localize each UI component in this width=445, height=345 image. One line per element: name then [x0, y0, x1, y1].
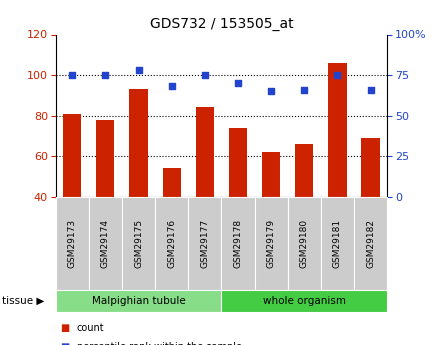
Point: [267, 88, 275, 94]
Text: percentile rank within the sample: percentile rank within the sample: [77, 342, 242, 345]
Point: [201, 72, 208, 78]
Text: tissue ▶: tissue ▶: [2, 296, 44, 306]
Text: Malpighian tubule: Malpighian tubule: [92, 296, 186, 306]
Point: [135, 67, 142, 73]
Text: GSM29176: GSM29176: [167, 219, 176, 268]
Point: [235, 80, 242, 86]
Point: [334, 72, 341, 78]
Bar: [262, 152, 280, 197]
Point: [102, 72, 109, 78]
Text: count: count: [77, 323, 105, 333]
Text: ■: ■: [60, 342, 69, 345]
Text: GSM29179: GSM29179: [267, 219, 275, 268]
Title: GDS732 / 153505_at: GDS732 / 153505_at: [150, 17, 293, 31]
Bar: [361, 138, 380, 197]
Text: GSM29180: GSM29180: [300, 219, 309, 268]
Bar: [328, 63, 347, 197]
Bar: [229, 128, 247, 197]
Bar: [162, 168, 181, 197]
Bar: [96, 120, 114, 197]
Text: GSM29173: GSM29173: [68, 219, 77, 268]
Bar: [63, 114, 81, 197]
Text: GSM29174: GSM29174: [101, 219, 110, 268]
Bar: [196, 108, 214, 197]
Text: GSM29175: GSM29175: [134, 219, 143, 268]
Point: [367, 87, 374, 92]
Text: whole organism: whole organism: [263, 296, 346, 306]
Text: GSM29182: GSM29182: [366, 219, 375, 268]
Point: [168, 83, 175, 89]
Text: GSM29177: GSM29177: [200, 219, 209, 268]
Bar: [129, 89, 148, 197]
Text: GSM29178: GSM29178: [234, 219, 243, 268]
Bar: [295, 144, 313, 197]
Point: [301, 87, 308, 92]
Text: ■: ■: [60, 323, 69, 333]
Text: GSM29181: GSM29181: [333, 219, 342, 268]
Point: [69, 72, 76, 78]
